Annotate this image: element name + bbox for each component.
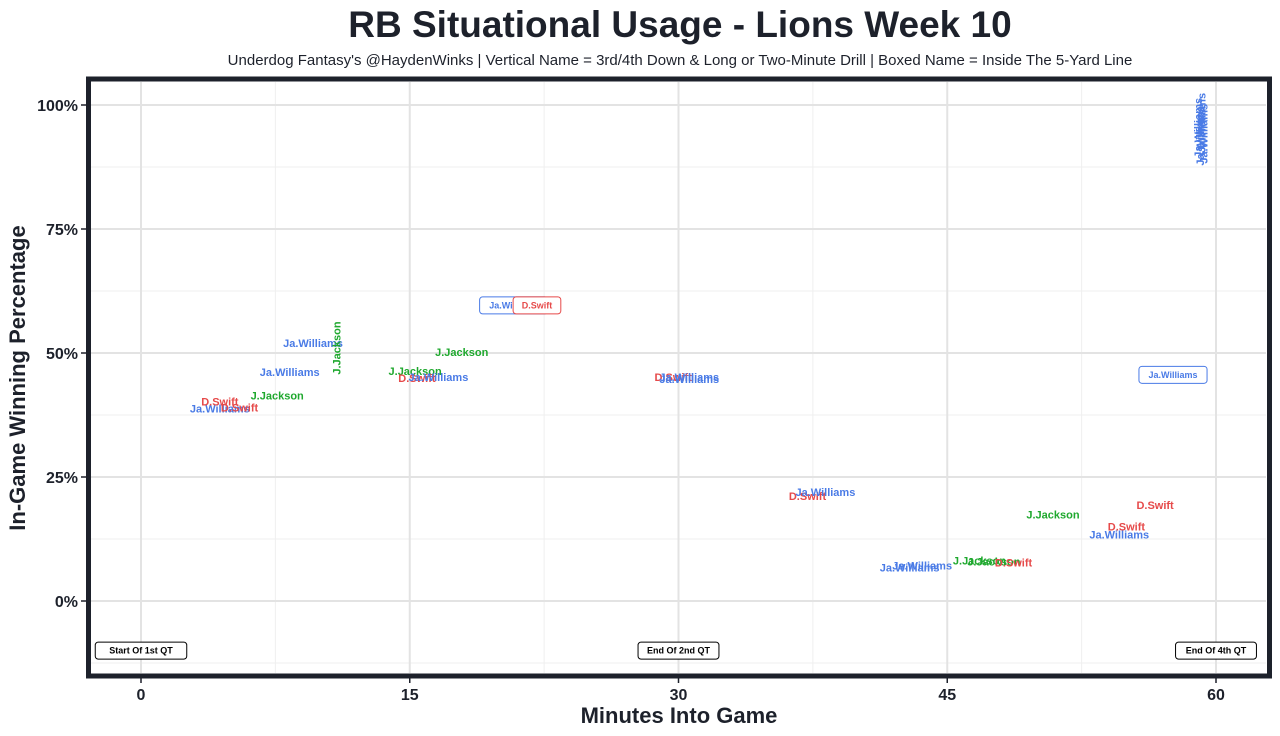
point-label-box [1138,365,1208,384]
point-label: D.Swift [654,372,692,384]
point-label: J.Jackson [967,556,1020,568]
point-label: J.Jackson [389,366,442,378]
quarter-label-box [637,641,720,660]
quarter-label-box [94,641,188,660]
x-tick-label: 30 [670,687,688,704]
point-label: Ja.Williams [283,338,343,350]
point-label: Ja.Williams [659,372,719,384]
point-label-vertical: J.Jackson [331,321,343,374]
point-label: J.Jackson [435,347,488,359]
point-label: Ja.Williams [880,562,940,574]
grid-lines [91,82,1266,673]
point-label: D.Swift [221,403,259,415]
data-points: Ja.WilliamsD.SwiftD.SwiftJ.JacksonJa.Wil… [190,93,1211,574]
quarter-label-text: End Of 2nd QT [647,646,710,656]
y-tick-label: 75% [46,222,78,239]
point-label: Ja.Williams [892,560,952,572]
point-label-box [512,296,562,315]
point-label: Ja.Williams [190,404,250,416]
point-label: D.Swift [1108,522,1146,534]
y-axis-title: In-Game Winning Percentage [5,225,30,530]
x-tick-label: 15 [401,687,419,704]
quarter-labels: Start Of 1st QT End Of 2nd QT End Of 4th Q… [94,641,1257,660]
point-label: D.Swift [1136,500,1174,512]
point-label-boxed: D.Swift [512,296,562,315]
quarter-label-text: End Of 4th QT [1186,646,1247,656]
point-label: J.Jackson [1026,510,1079,522]
point-label: Ja.Williams [409,372,469,384]
point-label: Ja.Williams [1089,530,1149,542]
quarter-label-text: Start Of 1st QT [109,646,173,656]
quarter-label: End Of 4th QT [1175,641,1257,660]
point-label-vertical: Ja.Williams [1198,104,1210,164]
point-label: D.Swift [398,373,436,385]
point-label: Ja.Williams [796,487,856,499]
point-label: Ja.Williams [659,374,719,386]
chart-subtitle: Underdog Fantasy's @HaydenWinks | Vertic… [228,52,1133,69]
point-label: D.Swift [789,491,827,503]
x-axis-ticks: 0 15 30 45 60 [137,678,1225,704]
y-tick-label: 0% [55,594,78,611]
point-label-vertical: Ja.Williams [1193,98,1205,158]
y-tick-label: 100% [37,98,78,115]
x-axis-title: Minutes Into Game [581,703,778,728]
point-label: D.Swift [201,397,239,409]
quarter-label: Start Of 1st QT [94,641,188,660]
y-axis-ticks: 0% 25% 50% 75% 100% [37,98,86,611]
plot-border [86,76,1272,679]
point-label: D.Swift [995,557,1033,569]
x-tick-label: 45 [938,687,956,704]
point-label: Ja.Williams [260,367,320,379]
quarter-label-box [1175,641,1257,660]
point-label-boxed: Ja.Williams [1138,365,1208,384]
point-label: J.Jackson [251,391,304,403]
y-tick-label: 50% [46,346,78,363]
point-label-vertical: Ja.Williams [1195,106,1207,166]
x-tick-label: 0 [137,687,146,704]
y-tick-label: 25% [46,470,78,487]
x-tick-label: 60 [1207,687,1225,704]
point-label-text: Ja.Williams [1149,370,1198,380]
chart-title: RB Situational Usage - Lions Week 10 [348,4,1011,45]
point-label-vertical: Ja.Williams [1197,93,1209,153]
quarter-label: End Of 2nd QT [637,641,720,660]
point-label: J.Jackson [953,555,1006,567]
point-label-text: D.Swift [522,300,553,310]
